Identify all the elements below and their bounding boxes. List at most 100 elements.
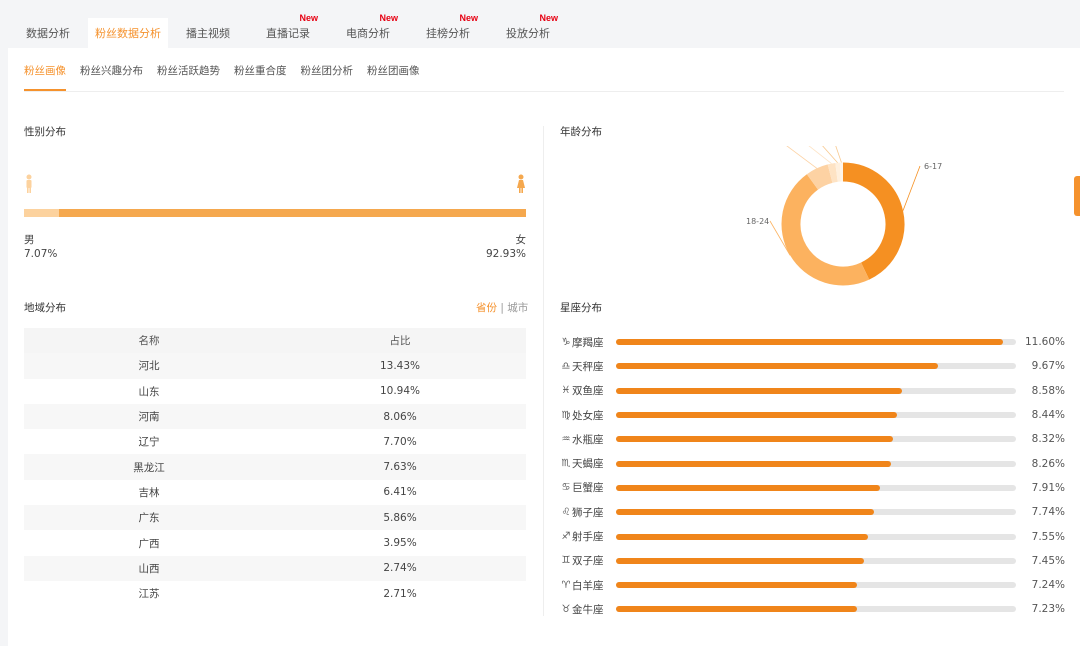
tab-creator-videos[interactable]: 播主视频	[168, 18, 248, 48]
zodiac-bar-track	[616, 557, 1016, 564]
subtab-fan-group-analysis[interactable]: 粉丝团分析	[300, 65, 354, 77]
table-row: 山西 2.74%	[24, 555, 526, 581]
table-row: 河北 13.43%	[24, 353, 526, 379]
age-leader-line	[786, 146, 818, 169]
switch-province[interactable]: 省份	[476, 302, 497, 314]
zodiac-row: ♏ 天蝎座 8.26%	[560, 451, 1080, 475]
region-name: 江苏	[138, 588, 160, 601]
zodiac-percentage: 7.23%	[1031, 603, 1065, 616]
zodiac-row: ♉ 金牛座 7.23%	[560, 597, 1080, 621]
tab-ad-analysis[interactable]: 投放分析 New	[488, 13, 568, 48]
female-label: 女	[515, 234, 527, 246]
zodiac-sign-icon: ♊	[561, 555, 571, 567]
zodiac-sign-icon: ♑	[561, 336, 571, 348]
region-share: 5.86%	[274, 505, 526, 531]
divider	[24, 91, 1064, 92]
region-table: 名称 占比 河北 13.43% 山东 10.94% 河南 8.06% 辽宁 7.70% …	[24, 328, 526, 606]
zodiac-percentage: 11.60%	[1024, 336, 1065, 349]
zodiac-name: 双鱼座	[572, 385, 604, 398]
zodiac-row: ♓ 双鱼座 8.58%	[560, 379, 1080, 403]
male-ratio-fill	[24, 209, 60, 217]
region-share: 10.94%	[379, 385, 421, 398]
tab-fan-data-analysis[interactable]: 粉丝数据分析	[88, 18, 168, 48]
table-row: 广东 5.86%	[24, 505, 526, 531]
tab-label: 电商分析	[346, 27, 390, 40]
zodiac-percentage: 7.74%	[1031, 506, 1065, 519]
tab-live-records[interactable]: 直播记录 New	[248, 13, 328, 48]
zodiac-bar	[616, 412, 898, 419]
zodiac-name: 金牛座	[572, 603, 604, 616]
zodiac-sign-icon: ♐	[561, 531, 571, 543]
zodiac-row: ♊ 双子座 7.45%	[560, 549, 1080, 573]
new-badge: New	[539, 13, 558, 23]
tab-label: 粉丝数据分析	[95, 27, 161, 40]
subtab-fan-activity[interactable]: 粉丝活跃趋势	[157, 65, 220, 77]
table-row: 江苏 2.71%	[24, 581, 526, 606]
region-name: 河南	[24, 403, 274, 430]
divider	[543, 126, 544, 616]
table-row: 广西 3.95%	[24, 530, 526, 555]
zodiac-bar	[616, 533, 868, 540]
column-header-name: 名称	[24, 328, 274, 354]
region-share: 3.95%	[383, 537, 417, 550]
new-badge: New	[459, 13, 478, 23]
zodiac-bar	[616, 460, 892, 467]
zodiac-bar-track	[616, 387, 1016, 394]
subtab-fan-interests[interactable]: 粉丝兴趣分布	[80, 65, 143, 77]
subtab-fan-group-portrait[interactable]: 粉丝团画像	[367, 65, 420, 77]
tab-ranking-analysis[interactable]: 挂榜分析 New	[408, 13, 488, 48]
region-share: 2.74%	[274, 555, 526, 581]
zodiac-name: 双子座	[572, 555, 604, 568]
tab-label: 播主视频	[186, 27, 230, 40]
zodiac-percentage: 7.91%	[1031, 481, 1065, 494]
tab-label: 直播记录	[266, 27, 310, 40]
region-name: 山东	[138, 385, 160, 398]
zodiac-bar	[616, 436, 894, 443]
tab-label: 投放分析	[506, 27, 550, 40]
switch-city[interactable]: 城市	[507, 302, 529, 314]
region-name: 黑龙江	[24, 454, 274, 480]
age-leader-line	[808, 146, 832, 164]
side-drawer-handle[interactable]	[1074, 176, 1080, 216]
region-name: 广东	[24, 505, 274, 531]
age-slice-18-24	[781, 174, 870, 286]
table-row: 辽宁 7.70%	[24, 429, 526, 454]
tab-data-analysis[interactable]: 数据分析	[8, 18, 88, 48]
subtab-fan-overlap[interactable]: 粉丝重合度	[234, 65, 287, 77]
zodiac-bar-track	[616, 412, 1016, 419]
region-name: 吉林	[138, 486, 160, 499]
zodiac-bar	[616, 484, 880, 491]
female-person-icon	[517, 174, 525, 193]
region-name: 广西	[138, 537, 160, 550]
switch-separator: |	[500, 302, 504, 314]
zodiac-row: ♒ 水瓶座 8.32%	[560, 427, 1080, 451]
female-percentage: 92.93%	[485, 248, 526, 260]
zodiac-bar-track	[616, 533, 1016, 540]
zodiac-bar	[616, 339, 1003, 346]
column-header-share: 占比	[274, 328, 526, 354]
zodiac-row: ♋ 巨蟹座 7.91%	[560, 476, 1080, 500]
zodiac-percentage: 7.45%	[1031, 554, 1065, 567]
region-title: 地域分布	[24, 302, 66, 314]
zodiac-name: 处女座	[572, 409, 604, 422]
sub-tab-bar: 粉丝画像 粉丝兴趣分布 粉丝活跃趋势 粉丝重合度 粉丝团分析 粉丝团画像	[24, 60, 420, 91]
zodiac-percentage: 8.44%	[1031, 409, 1065, 422]
zodiac-bar	[616, 582, 858, 589]
table-header-row: 名称 占比	[24, 328, 526, 354]
new-badge: New	[299, 13, 318, 23]
age-title: 年龄分布	[560, 126, 602, 138]
subtab-fan-portrait[interactable]: 粉丝画像	[24, 60, 66, 91]
age-leader-line	[835, 146, 842, 163]
region-name: 河北	[24, 353, 274, 379]
age-slice-6-17	[842, 162, 905, 280]
top-tab-bar: 数据分析 粉丝数据分析 播主视频 直播记录 New 电商分析 New 挂榜分析 New…	[8, 13, 568, 48]
zodiac-bar-track	[616, 460, 1016, 467]
zodiac-title: 星座分布	[560, 302, 602, 314]
zodiac-bar-track	[616, 509, 1016, 516]
zodiac-bar	[616, 606, 857, 613]
zodiac-sign-icon: ♉	[561, 603, 571, 615]
tab-ecommerce-analysis[interactable]: 电商分析 New	[328, 13, 408, 48]
zodiac-percentage: 8.58%	[1031, 384, 1065, 397]
gender-ratio-bar	[24, 209, 526, 217]
